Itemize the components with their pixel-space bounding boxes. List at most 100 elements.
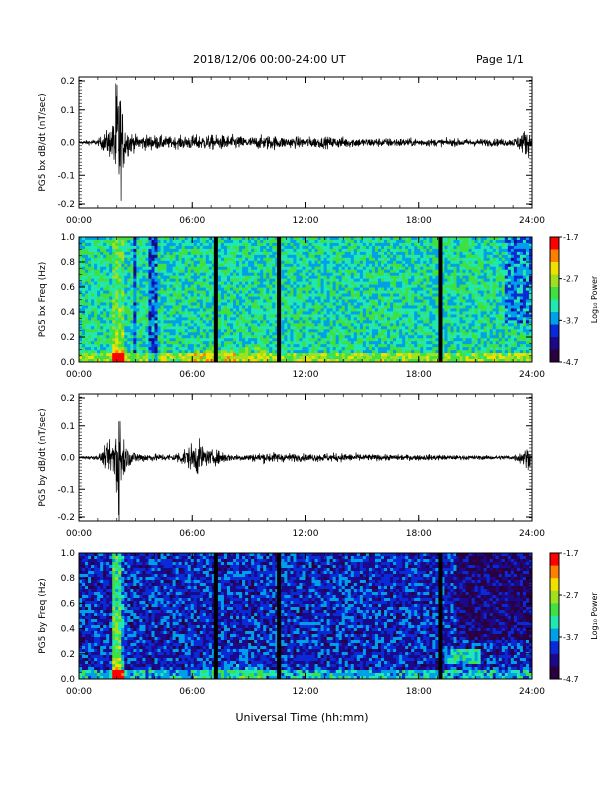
colorbar-tick-label: -3.7 <box>563 633 579 642</box>
y-tick-label: 0.2 <box>61 333 75 343</box>
colorbar-swatch <box>550 324 559 338</box>
colorbar-swatch <box>550 299 559 313</box>
x-tick-label: 06:00 <box>179 687 205 697</box>
y-tick-label: 1.0 <box>61 233 76 243</box>
x-tick-label: 24:00 <box>519 370 545 380</box>
data-gap-bar <box>213 553 218 679</box>
plot-frame <box>78 552 533 680</box>
x-tick-label: 12:00 <box>293 216 319 226</box>
x-tick-label: 24:00 <box>519 529 545 539</box>
y-tick-label: 0.4 <box>61 308 76 318</box>
colorbar: -1.7 -2.7 -3.7 -4.7 Log₁₀ Power <box>549 549 599 684</box>
data-gap-bar <box>213 237 218 362</box>
colorbar-swatch <box>550 628 559 642</box>
y-tick-label: 0.2 <box>61 394 75 404</box>
y-axis-label: PG5 bx dB/dt (nT/sec) <box>38 93 48 191</box>
data-gap-bar <box>277 553 282 679</box>
y-tick-label: -0.2 <box>57 200 75 210</box>
colorbar-swatch <box>550 287 559 300</box>
colorbar-swatch <box>550 603 559 617</box>
data-gap-bar <box>277 237 282 362</box>
y-tick-label: 0.2 <box>61 650 75 660</box>
colorbar-frame <box>549 552 560 680</box>
colorbar-swatch <box>550 237 559 250</box>
y-tick-label: 0.0 <box>61 139 76 149</box>
x-tick-label: 00:00 <box>66 529 92 539</box>
plot-frame <box>78 76 533 209</box>
x-tick-label: 00:00 <box>66 370 92 380</box>
y-tick-label: 0.2 <box>61 77 75 87</box>
spectrogram-group <box>79 553 533 680</box>
colorbar-swatch <box>550 337 559 350</box>
x-tick-label: 00:00 <box>66 216 92 226</box>
plot-frame <box>78 393 533 522</box>
plot-frame <box>78 236 533 363</box>
colorbar-swatch <box>550 274 559 288</box>
x-tick-label: 18:00 <box>406 370 432 380</box>
trace-group <box>79 83 532 201</box>
y-tick-label: 0.0 <box>61 454 76 464</box>
x-tick-label: 24:00 <box>519 687 545 697</box>
series-line <box>79 83 532 201</box>
colorbar-swatch <box>550 249 559 263</box>
page-number: Page 1/1 <box>476 53 524 66</box>
series-line <box>79 421 532 521</box>
colorbar-tick-label: -4.7 <box>563 675 579 684</box>
panel-2: 00:00 06:00 12:00 18:00 24:00 1.0 0.8 0.6 0.4 0.2… <box>38 233 545 380</box>
y-axis-label: PG5 by Freq (Hz) <box>38 578 48 654</box>
x-tick-label: 24:00 <box>519 216 545 226</box>
y-tick-label: 0.8 <box>61 258 76 268</box>
x-tick-label: 12:00 <box>293 687 319 697</box>
x-tick-label: 12:00 <box>293 529 319 539</box>
panel-1: 00:00 06:00 12:00 18:00 24:00 0.2 0.1 0.0 -0.1 -0… <box>38 76 545 226</box>
x-axis-label-text: Universal Time (hh:mm) <box>235 711 369 724</box>
x-tick-label: 18:00 <box>406 529 432 539</box>
y-axis-label: PG5 by dB/dt (nT/sec) <box>38 408 48 506</box>
colorbar-swatch <box>550 312 559 325</box>
colorbar-swatch <box>550 590 559 604</box>
colorbar-swatch <box>550 616 559 630</box>
spectrogram-group <box>79 237 533 363</box>
colorbar-swatch <box>550 553 559 567</box>
y-tick-label: 0.1 <box>61 106 75 116</box>
colorbar-swatch <box>550 578 559 592</box>
colorbar-swatch <box>550 349 559 363</box>
x-tick-label: 00:00 <box>66 687 92 697</box>
y-tick-label: 0.6 <box>61 599 76 609</box>
x-tick-label: 18:00 <box>406 687 432 697</box>
data-gap-bar <box>438 237 443 362</box>
colorbar-tick-label: -2.7 <box>563 275 579 284</box>
panel-4: 00:00 06:00 12:00 18:00 24:00 1.0 0.8 0.6 0.4 0.2… <box>38 549 545 697</box>
x-tick-label: 06:00 <box>179 529 205 539</box>
x-tick-label: 12:00 <box>293 370 319 380</box>
x-tick-label: 06:00 <box>179 370 205 380</box>
y-tick-label: 0.4 <box>61 625 76 635</box>
colorbar-label: Log₁₀ Power <box>590 275 599 323</box>
y-axis-label: PG5 bx Freq (Hz) <box>38 262 48 338</box>
colorbar-swatch <box>550 666 559 680</box>
y-tick-label: 0.0 <box>61 358 76 368</box>
colorbar-tick-label: -3.7 <box>563 316 579 325</box>
colorbar-swatch <box>550 565 559 579</box>
colorbar-label: Log₁₀ Power <box>590 592 599 640</box>
colorbar-swatch <box>550 262 559 275</box>
colorbar-swatch <box>550 653 559 667</box>
data-gap-bar <box>438 553 443 679</box>
y-tick-label: -0.1 <box>57 171 75 181</box>
y-tick-label: 0.8 <box>61 574 76 584</box>
colorbar-tick-label: -1.7 <box>563 233 579 242</box>
y-tick-label: 1.0 <box>61 549 76 559</box>
x-axis-label: Universal Time (hh:mm) <box>0 711 612 724</box>
x-tick-label: 18:00 <box>406 216 432 226</box>
colorbar: -1.7 -2.7 -3.7 -4.7 Log₁₀ Power <box>549 233 599 367</box>
colorbar-frame <box>549 236 560 363</box>
colorbar-tick-label: -4.7 <box>563 358 579 367</box>
y-tick-label: 0.6 <box>61 283 76 293</box>
x-tick-label: 06:00 <box>179 216 205 226</box>
trace-group <box>79 421 532 521</box>
y-tick-label: -0.1 <box>57 485 75 495</box>
y-tick-label: 0.1 <box>61 422 75 432</box>
panel-3: 00:00 06:00 12:00 18:00 24:00 0.2 0.1 0.0 -0.1 -0… <box>38 393 545 539</box>
y-tick-label: 0.0 <box>61 675 76 685</box>
